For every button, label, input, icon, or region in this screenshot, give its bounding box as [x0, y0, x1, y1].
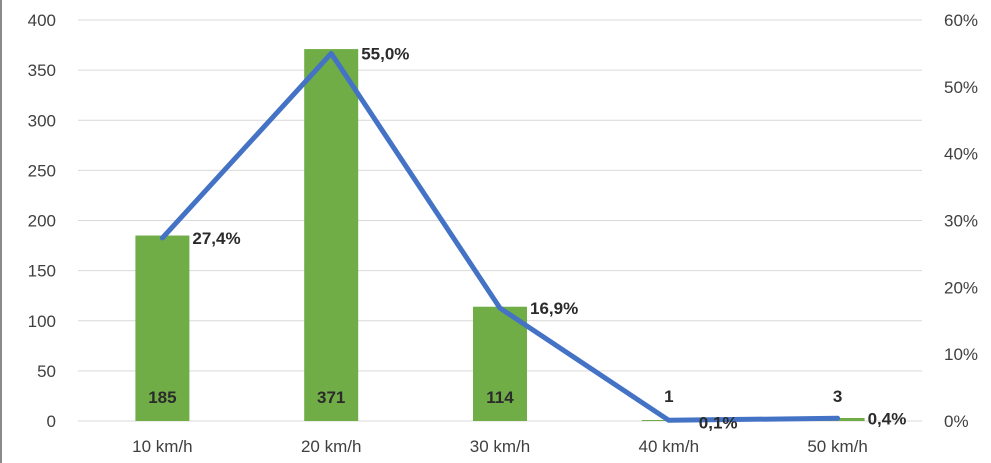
y-right-tick-label: 30%	[944, 212, 978, 231]
bar-series	[135, 49, 865, 421]
bar-value-label: 114	[486, 388, 514, 407]
line-value-label: 0,4%	[868, 409, 907, 428]
y-left-tick-label: 50	[37, 362, 56, 381]
y-right-tick-label: 10%	[944, 345, 978, 364]
x-tick-label: 30 km/h	[470, 437, 530, 456]
bar-value-label: 1	[664, 387, 673, 406]
bar	[473, 306, 527, 421]
y-left-tick-label: 150	[28, 262, 56, 281]
y-right-tick-label: 50%	[944, 78, 978, 97]
line-value-label: 55,0%	[361, 44, 409, 63]
data-labels: 185 371 114 1 3 27,4% 55,0% 16,9% 0,1% 0,4%	[148, 44, 906, 432]
x-tick-label: 50 km/h	[807, 437, 867, 456]
bar-value-label: 371	[317, 388, 345, 407]
y-right-tick-label: 20%	[944, 278, 978, 297]
y-left-tick-label: 0	[47, 412, 56, 431]
x-tick-label: 20 km/h	[301, 437, 361, 456]
y-right-tick-label: 0%	[944, 412, 969, 431]
y-left-tick-label: 400	[28, 11, 56, 30]
bar	[135, 235, 190, 421]
y-left-tick-label: 100	[28, 312, 56, 331]
line-value-label: 27,4%	[192, 229, 240, 248]
axis-ticks: 0 50 100 150 200 250 300 350 400 0% 10% 20% 30% 40% 50…	[28, 11, 978, 456]
bar-value-label: 185	[148, 388, 176, 407]
y-right-tick-label: 60%	[944, 11, 978, 30]
x-tick-label: 40 km/h	[639, 437, 699, 456]
line-value-label: 16,9%	[530, 299, 578, 318]
y-left-tick-label: 250	[28, 161, 56, 180]
bar-value-label: 3	[833, 387, 842, 406]
y-left-tick-label: 350	[28, 61, 56, 80]
y-left-tick-label: 300	[28, 111, 56, 130]
line-value-label: 0,1%	[699, 413, 738, 432]
chart-left-border	[0, 0, 2, 463]
y-left-tick-label: 200	[28, 212, 56, 231]
y-right-tick-label: 40%	[944, 145, 978, 164]
line-series	[159, 50, 841, 423]
x-tick-label: 10 km/h	[132, 437, 192, 456]
bar	[304, 49, 359, 421]
